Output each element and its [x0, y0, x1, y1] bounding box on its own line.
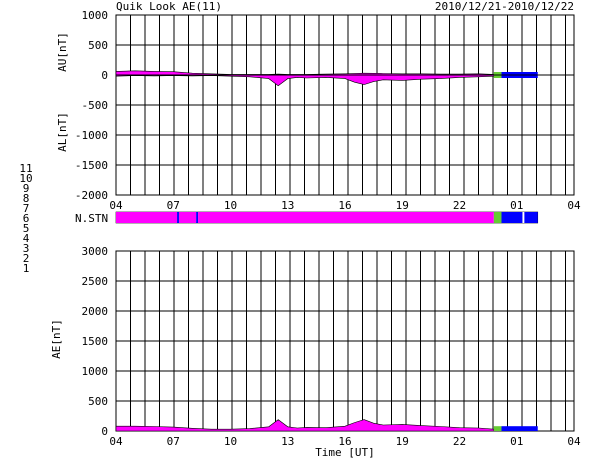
ae-y-tick-label: 3000	[82, 245, 109, 258]
au-al-x-tick-label: 22	[453, 199, 466, 212]
au-al-y-tick-label: -1000	[75, 129, 108, 142]
legend-station-label: 8	[23, 192, 30, 205]
legend-station-label: 1	[23, 262, 30, 275]
au-al-x-tick-label: 16	[338, 199, 351, 212]
ae-y-tick-label: 1500	[82, 335, 109, 348]
legend-station-label: 2	[23, 252, 30, 265]
au-al-x-tick-label: 13	[281, 199, 294, 212]
au-al-y-tick-label: 0	[101, 69, 108, 82]
ae-y-tick-label: 2000	[82, 305, 109, 318]
au-al-x-tick-label: 04	[109, 199, 123, 212]
au-al-x-tick-label: 19	[396, 199, 409, 212]
legend-station-label: 5	[23, 222, 30, 235]
au-al-x-tick-label: 04	[567, 199, 581, 212]
legend-station-label: 9	[23, 182, 30, 195]
au-al-y-tick-label: -2000	[75, 189, 108, 202]
ae-x-tick-label: 19	[396, 435, 409, 448]
ae-y-tick-label: 1000	[82, 365, 109, 378]
nstn-segment	[522, 212, 525, 223]
panel-nstn: N.STN	[75, 211, 539, 225]
legend-station-label: 7	[23, 202, 30, 215]
au-series-area	[115, 70, 495, 76]
y-axis-label-ae: AE[nT]	[50, 319, 63, 359]
nstn-segment	[524, 212, 538, 223]
au-al-x-tick-label: 01	[510, 199, 523, 212]
ae-x-tick-label: 04	[109, 435, 123, 448]
ae-y-tick-label: 0	[101, 425, 108, 438]
ae-x-tick-label: 10	[224, 435, 237, 448]
ae-y-tick-label: 500	[88, 395, 108, 408]
ae-series-area	[115, 419, 495, 432]
legend-station-label: 10	[19, 172, 32, 185]
nstn-segment	[178, 212, 197, 223]
legend-station-label: 3	[23, 242, 30, 255]
ae-station-bar	[501, 426, 538, 431]
nstn-label: N.STN	[75, 212, 108, 225]
au-al-y-tick-label: 500	[88, 39, 108, 52]
x-axis-label: Time [UT]	[315, 446, 375, 459]
au-al-y-tick-label: -1500	[75, 159, 108, 172]
au-al-y-tick-label: -500	[82, 99, 109, 112]
ae-y-tick-label: 2500	[82, 275, 109, 288]
ae-x-tick-label: 01	[510, 435, 523, 448]
nstn-segment	[493, 212, 502, 223]
y-axis-label-al: AL[nT]	[56, 112, 69, 152]
legend-station-label: 4	[23, 232, 30, 245]
ae-x-tick-label: 22	[453, 435, 466, 448]
nstn-segment	[196, 212, 199, 223]
date-range: 2010/12/21-2010/12/22	[435, 0, 574, 13]
ae-x-tick-label: 16	[338, 435, 351, 448]
chart-title: Quik Look AE(11)	[116, 0, 222, 13]
au-al-x-tick-label: 07	[167, 199, 180, 212]
nstn-segment	[177, 212, 179, 223]
ae-x-tick-label: 13	[281, 435, 294, 448]
legend-station-label: 6	[23, 212, 30, 225]
nstn-segment	[116, 212, 178, 223]
au-al-x-tick-label: 10	[224, 199, 237, 212]
nstn-segment	[501, 212, 523, 223]
au-al-y-tick-label: 1000	[82, 9, 109, 22]
ae-x-tick-label: 04	[567, 435, 581, 448]
ae-station-bar	[493, 426, 502, 431]
y-axis-label-au: AU[nT]	[56, 32, 69, 72]
legend-station-label: 11	[19, 162, 32, 175]
nstn-segment	[198, 212, 494, 223]
ae-x-tick-label: 07	[167, 435, 180, 448]
al-series-area	[115, 74, 495, 87]
